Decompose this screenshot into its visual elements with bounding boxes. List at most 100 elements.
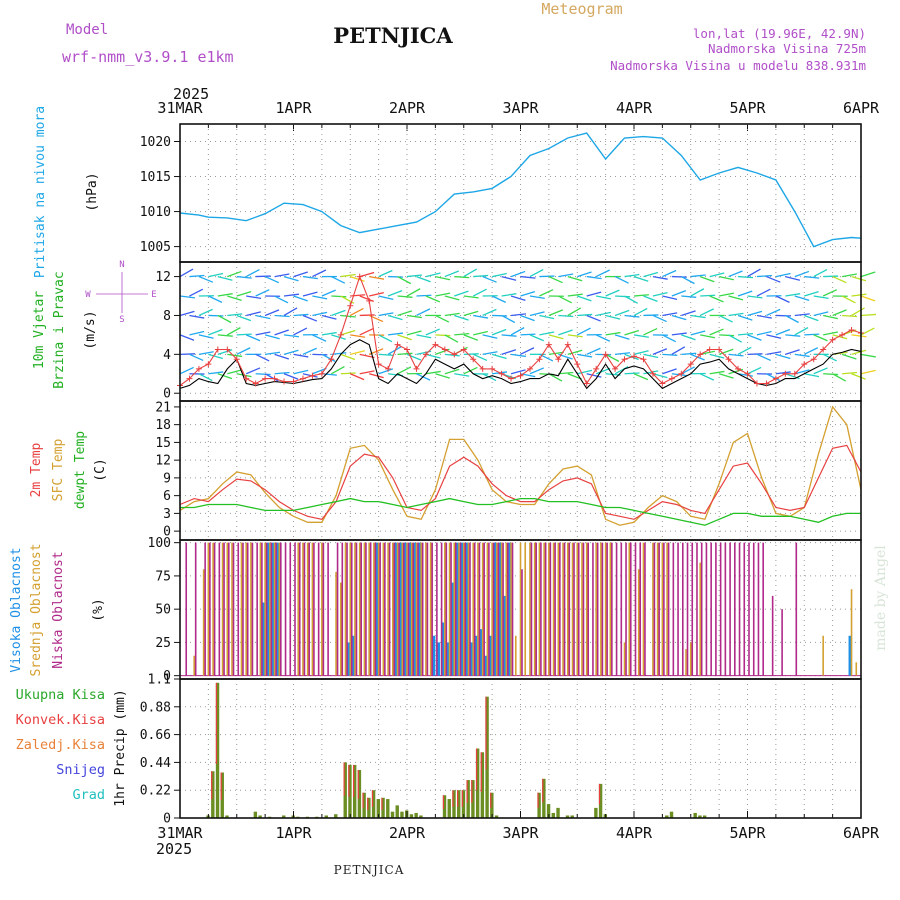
- gust-marker: [432, 341, 439, 348]
- wind-arrow: [756, 330, 772, 336]
- gust-marker: [593, 365, 600, 372]
- wind-arrow: [388, 332, 404, 336]
- gust-marker: [479, 365, 486, 372]
- wind-arrow: [586, 291, 602, 297]
- model-name: wrf-nmm_v3.9.1 e1km: [62, 48, 234, 66]
- wind-arrow: [766, 334, 782, 339]
- wind-arrow: [208, 353, 223, 360]
- wind-arrow: [283, 349, 299, 355]
- compass-north: N: [119, 260, 124, 270]
- precip-conv-bar: [357, 769, 359, 799]
- wind-arrow: [416, 294, 432, 297]
- wind-arrow: [208, 295, 223, 303]
- gust-marker: [337, 331, 344, 338]
- wind-arrow: [264, 309, 280, 317]
- precip-bar: [400, 811, 404, 818]
- wind-arrow: [217, 334, 233, 337]
- gust-marker: [602, 351, 609, 358]
- wind-arrow: [340, 273, 356, 278]
- precip-bar: [367, 797, 371, 818]
- precip-conv-bar: [475, 748, 478, 791]
- wind-arrow: [662, 334, 677, 343]
- wind-arrow: [615, 352, 631, 355]
- gust-marker: [404, 346, 410, 353]
- gust-marker: [649, 370, 656, 377]
- gust-marker: [536, 356, 543, 363]
- wind-arrow: [198, 308, 213, 317]
- wind-arrow: [747, 268, 761, 278]
- wind-arrow: [274, 329, 289, 336]
- wind-arrow: [482, 373, 497, 382]
- precip-conv-bar: [352, 764, 355, 797]
- precip-bar: [334, 814, 338, 818]
- dewpt-side-label: dewpt Temp: [73, 431, 88, 509]
- wind-arrow: [349, 307, 364, 317]
- ytick-label: 50: [155, 603, 171, 618]
- gust-marker: [366, 297, 373, 304]
- wind-arrow: [293, 327, 308, 336]
- sfctemp-side-label: SFC Temp: [51, 439, 66, 502]
- precip-conv-bar: [348, 764, 350, 797]
- ytick-label: 75: [155, 569, 171, 584]
- wind-arrow: [406, 330, 422, 336]
- gust-marker: [498, 370, 505, 377]
- wind-arrow: [369, 292, 384, 297]
- wind-arrow: [236, 314, 252, 322]
- precip-bar: [546, 804, 551, 818]
- wind-arrow: [851, 349, 867, 355]
- wind-arrow: [737, 314, 753, 321]
- gust-marker: [328, 356, 335, 363]
- bottom-time-label: 2APR: [389, 824, 426, 842]
- gust-marker: [810, 356, 817, 363]
- wind-gust-markers: [177, 273, 864, 389]
- gust-marker: [753, 380, 760, 387]
- legend-hail: Grad: [72, 787, 105, 803]
- ytick-label: 1015: [140, 170, 171, 185]
- top-time-label: 6APR: [843, 99, 880, 117]
- gust-marker: [347, 302, 354, 309]
- wind-arrow: [558, 314, 574, 318]
- wind-arrow: [860, 295, 876, 302]
- wind-arrow: [255, 289, 270, 297]
- wind-arrow: [699, 308, 714, 317]
- precip-bar: [343, 762, 347, 818]
- wind-arrow: [766, 308, 781, 317]
- year-bottom: 2025: [156, 840, 192, 858]
- wind-arrow: [719, 292, 734, 297]
- wind-arrow: [851, 307, 865, 317]
- precip-bar: [211, 771, 215, 818]
- ytick-label: 1.1: [148, 673, 171, 688]
- wind-arrow: [189, 353, 204, 362]
- wind-arrow: [510, 270, 526, 278]
- wind-arrow: [832, 334, 848, 340]
- wind-arrow: [643, 314, 659, 317]
- top-time-label: 3APR: [502, 99, 539, 117]
- gust-marker: [186, 375, 193, 382]
- precip-bar: [556, 807, 560, 818]
- wind-arrow: [794, 353, 810, 358]
- wind-arrow: [529, 311, 545, 317]
- temperature-panel: 2m Temp SFC Temp dewpt Temp (C) 0 3 6 9 12 15…: [29, 400, 862, 540]
- gust-marker: [526, 365, 533, 372]
- wind-arrow: [406, 288, 421, 297]
- precip-bar: [457, 790, 461, 818]
- wind-arrow: [378, 353, 394, 357]
- legend-snow: Snijeg: [56, 762, 105, 778]
- precip-bar: [253, 811, 258, 818]
- wind-arrow: [454, 275, 470, 279]
- ytick-label: 0: [163, 669, 171, 684]
- wind-arrow: [596, 311, 611, 317]
- wind-arrow: [690, 274, 706, 278]
- wind-arrow: [671, 290, 687, 297]
- wind-arrow: [681, 295, 697, 298]
- gust-marker: [659, 380, 666, 387]
- gust-marker: [564, 341, 571, 348]
- wind-arrow: [633, 350, 649, 355]
- gust-marker: [687, 361, 694, 368]
- wind-arrow: [520, 347, 535, 355]
- wind-arrow: [198, 373, 213, 382]
- wind-arrow: [851, 293, 867, 297]
- wind-arrow: [614, 309, 630, 317]
- wind-arrow: [624, 273, 640, 278]
- bottom-time-label: 3APR: [502, 824, 539, 842]
